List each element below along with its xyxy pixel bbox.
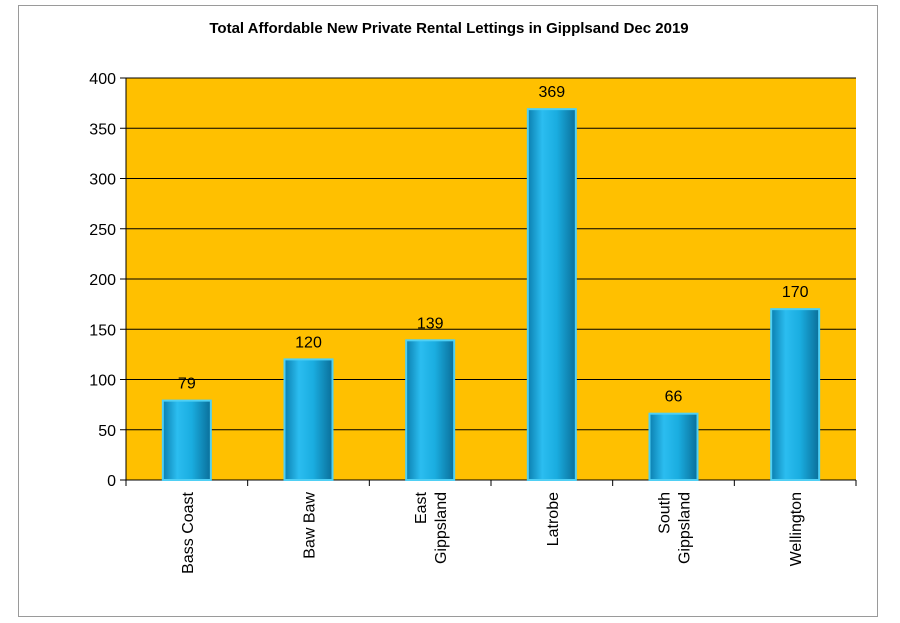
y-tick-label: 300 [89,172,116,189]
bar [770,308,821,481]
x-tick-label: Bass Coast [180,491,197,573]
x-tick-label: Gippsland [433,492,450,564]
x-tick-label: South [657,492,674,534]
y-tick-label: 350 [89,121,116,138]
x-tick-label: Gippsland [677,492,694,564]
y-tick-label: 400 [89,71,116,88]
data-label: 369 [538,84,565,101]
bar [283,358,334,481]
x-tick-label: Wellington [788,492,805,566]
y-tick-label: 250 [89,222,116,239]
y-tick-label: 150 [89,322,116,339]
y-tick-label: 200 [89,272,116,289]
data-label: 139 [417,315,444,332]
x-tick-label: East [413,491,430,524]
data-label: 120 [295,334,322,351]
data-label: 79 [178,376,196,393]
y-tick-label: 50 [98,423,116,440]
chart-title: Total Affordable New Private Rental Lett… [209,20,689,37]
bar [405,339,456,481]
plot-area: 0 50 100 150 200 250 300 350 400 79 Bass Coast 120 B… [89,71,857,574]
data-label: 170 [782,284,809,301]
y-tick-label: 0 [107,473,116,490]
bar [526,108,577,481]
data-label: 66 [665,389,683,406]
x-tick-label: Baw Baw [302,492,319,559]
bar [161,399,212,482]
y-tick-label: 100 [89,373,116,390]
bar [648,412,699,482]
x-tick-label: Latrobe [545,492,562,546]
